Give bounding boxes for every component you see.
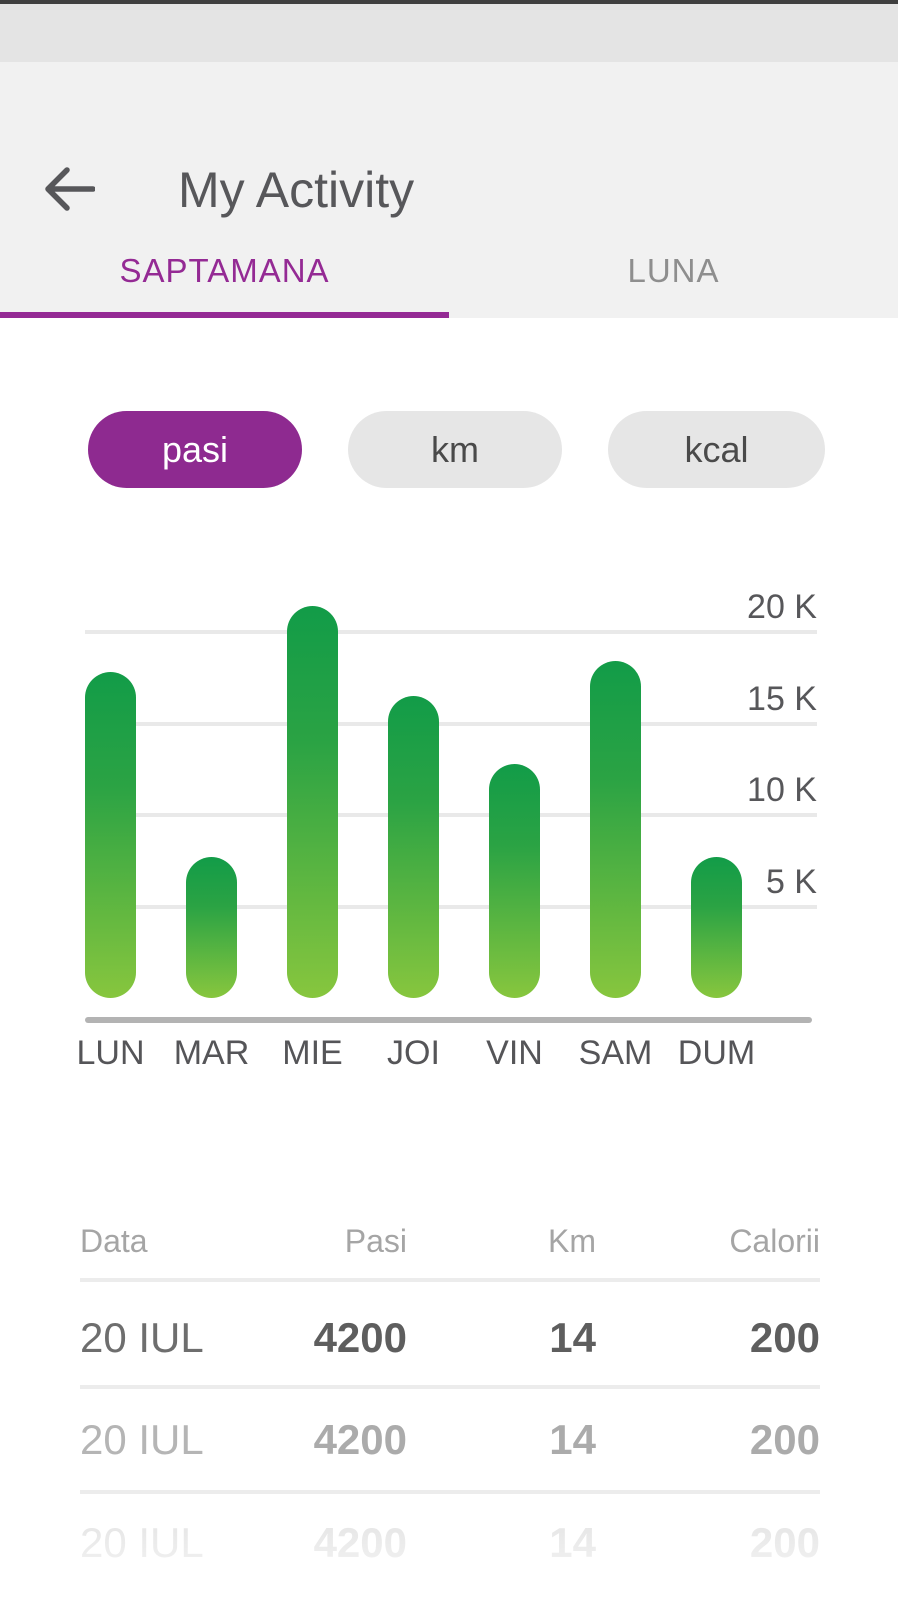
- chart-bar-joi: [388, 696, 439, 998]
- table-row: 20 IUL 4200 14 200: [80, 1414, 820, 1466]
- chart-gridline: [85, 721, 817, 726]
- cell-data: 20 IUL: [80, 1416, 204, 1463]
- column-header-data: Data: [80, 1222, 148, 1259]
- back-arrow-icon: [43, 166, 96, 216]
- chart-bar-lun: [85, 672, 136, 998]
- x-axis-label-joi: JOI: [387, 1034, 440, 1072]
- chart-bar-vin: [489, 763, 540, 998]
- chart-bar-dum: [691, 857, 742, 998]
- cell-calorii: 200: [749, 1519, 820, 1566]
- tab-luna[interactable]: LUNA: [627, 252, 720, 289]
- table-row: 20 IUL 4200 14 200: [80, 1517, 820, 1569]
- status-bar: [0, 4, 898, 62]
- activity-chart: 20 K 15 K 10 K 5 K LUN MAR MIE JOI VIN SAM DUM: [0, 560, 898, 1100]
- x-axis-label-mie: MIE: [282, 1034, 343, 1072]
- y-axis-tick-label: 5 K: [765, 862, 817, 901]
- chart-gridline: [85, 630, 817, 634]
- x-axis-label-mar: MAR: [173, 1034, 250, 1072]
- app-header: My Activity SAPTAMANA LUNA: [0, 62, 898, 318]
- cell-km: 14: [549, 1416, 596, 1463]
- x-axis-line: [85, 1017, 812, 1023]
- y-axis-tick-label: 10 K: [747, 771, 817, 809]
- tab-saptamana[interactable]: SAPTAMANA: [119, 252, 330, 289]
- filter-pill-kcal[interactable]: kcal: [608, 411, 825, 488]
- cell-calorii: 200: [749, 1314, 820, 1361]
- filter-pill-pasi[interactable]: pasi: [88, 411, 302, 488]
- cell-pasi: 4200: [313, 1519, 407, 1566]
- active-tab-underline: [0, 312, 449, 318]
- cell-pasi: 4200: [313, 1416, 407, 1463]
- cell-calorii: 200: [749, 1416, 820, 1463]
- x-axis-label-lun: LUN: [76, 1034, 145, 1072]
- x-axis-label-vin: VIN: [486, 1034, 543, 1072]
- table-row-divider: [80, 1490, 820, 1494]
- table-row-divider: [80, 1278, 820, 1282]
- column-header-calorii: Calorii: [729, 1222, 820, 1259]
- chart-gridline: [85, 813, 817, 817]
- y-axis-tick-label: 15 K: [747, 679, 817, 718]
- table-row: 20 IUL 4200 14 200: [80, 1312, 820, 1364]
- column-header-km: Km: [548, 1222, 596, 1259]
- y-axis-tick-label: 20 K: [747, 588, 817, 626]
- system-top-strip: [0, 0, 898, 4]
- chart-gridline: [85, 904, 817, 909]
- cell-pasi: 4200: [313, 1314, 407, 1361]
- page-title: My Activity: [178, 162, 415, 218]
- chart-bar-sam: [590, 661, 641, 998]
- back-button[interactable]: [34, 158, 104, 224]
- cell-data: 20 IUL: [80, 1519, 204, 1566]
- cell-km: 14: [549, 1519, 596, 1566]
- x-axis-label-sam: SAM: [578, 1034, 653, 1072]
- x-axis-label-dum: DUM: [677, 1034, 756, 1072]
- chart-bar-mar: [186, 857, 237, 998]
- cell-km: 14: [549, 1314, 596, 1361]
- chart-bar-mie: [287, 606, 338, 998]
- column-header-pasi: Pasi: [344, 1222, 407, 1259]
- filter-pill-km[interactable]: km: [348, 411, 562, 488]
- table-header-row: Data Pasi Km Calorii: [80, 1215, 820, 1267]
- cell-data: 20 IUL: [80, 1314, 204, 1361]
- table-row-divider: [80, 1385, 820, 1389]
